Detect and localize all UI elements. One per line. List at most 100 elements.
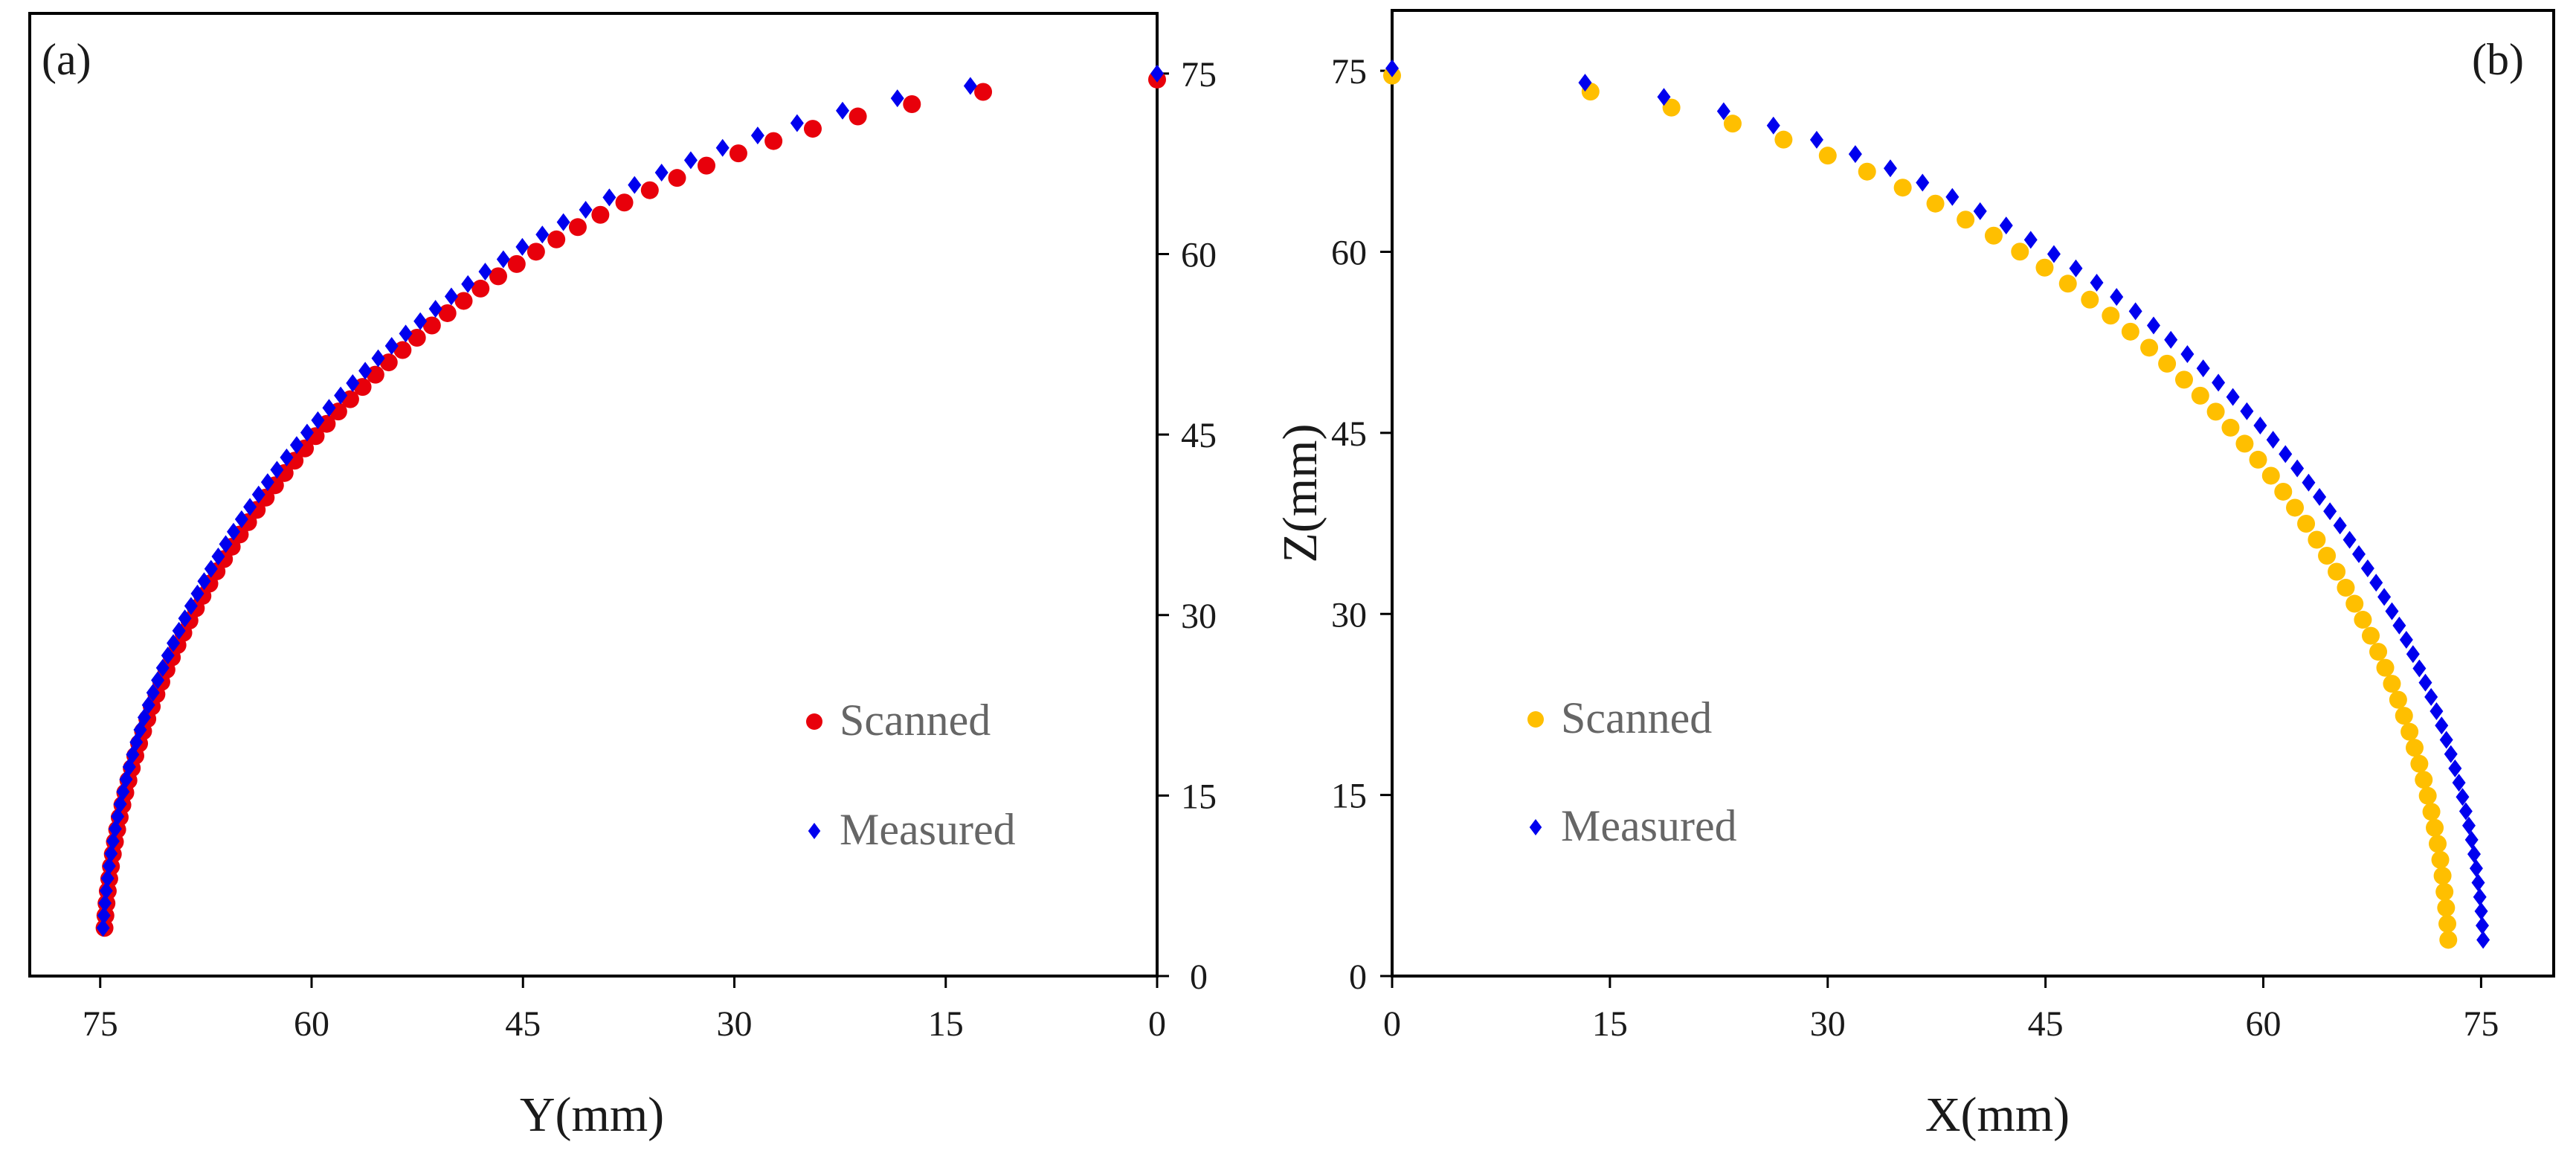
panel-b-scanned-point xyxy=(2261,466,2280,485)
panel-a-scanned-point xyxy=(697,156,715,175)
panel-b-measured-point xyxy=(2369,574,2383,592)
panel-b-scanned-point xyxy=(2410,754,2429,773)
panel-b-xlabel: X(mm) xyxy=(1925,1088,2070,1142)
panel-b-measured-point xyxy=(2110,288,2124,307)
panel-b-measured-point xyxy=(2146,316,2160,335)
panel-b-measured-point xyxy=(2212,373,2226,392)
panel-b-measured-point xyxy=(2164,330,2178,349)
panel-a-measured-point xyxy=(100,869,115,888)
panel-b-scanned-point xyxy=(2337,579,2355,597)
panel-b-measured-point xyxy=(2473,888,2487,906)
panel-a-measured-point xyxy=(963,77,977,95)
panel-a-measured-point xyxy=(99,882,113,900)
panel-a-measured-point xyxy=(219,535,233,553)
panel-a-measured-point xyxy=(155,658,170,677)
panel-b-scanned-point xyxy=(2437,899,2456,917)
panel-a-measured-point xyxy=(300,423,314,442)
panel-b-measured-point xyxy=(2412,659,2427,678)
panel-a-scanned-point xyxy=(408,329,426,347)
panel-b-measured-point xyxy=(2476,931,2490,949)
panel-b-measured-point xyxy=(2180,344,2195,363)
panel-b-scanned-point xyxy=(2433,867,2452,885)
panel-b-scanned-point xyxy=(2362,626,2380,645)
panel-a-scanned-point xyxy=(803,120,822,138)
panel-b-ylabel: Z(mm) xyxy=(1273,424,1327,563)
panel-a-measured-point xyxy=(104,844,118,863)
panel-a-measured-point xyxy=(190,584,205,603)
panel-a-scanned-point xyxy=(438,304,457,322)
panel-a-ytick-label: 75 xyxy=(1181,55,1217,94)
panel-b-measured-point xyxy=(2439,731,2453,749)
panel-b-measured-point xyxy=(2418,673,2432,692)
panel-b-measured-point xyxy=(2469,859,2483,878)
panel-b-scanned-point xyxy=(1893,179,1912,197)
panel-a-measured-point xyxy=(478,263,492,281)
panel-a-measured-point xyxy=(750,126,764,145)
panel-b-ticks: 0 15 30 45 60 75 0 15 30 45 60 75 xyxy=(1331,52,2499,1044)
panel-b-points xyxy=(1383,59,2490,949)
panel-b-measured-point xyxy=(1916,173,1930,192)
panel-a-xtick-label: 0 xyxy=(1148,1004,1166,1044)
panel-b-scanned-point xyxy=(1774,130,1793,149)
panel-b-measured-point xyxy=(2452,774,2466,792)
panel-b-measured-point xyxy=(2448,759,2462,777)
panel-b-scanned-point xyxy=(2438,914,2457,933)
panel-b-measured-point xyxy=(2444,745,2458,763)
panel-b-scanned-point xyxy=(2035,258,2054,277)
panel-a-measured-point xyxy=(602,188,616,207)
panel-b-xtick-label: 15 xyxy=(1592,1004,1628,1044)
panel-b-scanned-point xyxy=(1858,162,1876,181)
panel-b-ytick-label: 30 xyxy=(1331,595,1367,635)
panel-a-scanned-point xyxy=(568,218,587,237)
panel-a: (a) 75 60 45 30 15 00 15 30 45 60 75 Scanned Measur… xyxy=(28,12,1217,1142)
panel-b-scanned-point xyxy=(2389,690,2407,709)
panel-a-measured-point xyxy=(211,547,225,565)
panel-b-measured-point xyxy=(2464,830,2479,849)
panel-b-scanned-point xyxy=(1926,194,1945,213)
panel-a-measured-point xyxy=(226,522,240,541)
panel-a-measured-point xyxy=(628,176,642,194)
panel-a-measured-point xyxy=(178,609,192,628)
panel-b-measured-point xyxy=(2406,645,2420,664)
panel-b-measured-point xyxy=(2385,602,2399,620)
panel-a-measured-point xyxy=(251,485,265,504)
panel-a-measured-point xyxy=(790,114,804,132)
panel-b-measured-point xyxy=(2290,459,2305,478)
panel-b-scanned-point xyxy=(1723,115,1742,133)
panel-a-scanned-point xyxy=(974,83,993,101)
panel-a-measured-point xyxy=(184,597,198,615)
panel-b-measured-point xyxy=(2323,502,2337,521)
panel-a-ticks: 75 60 45 30 15 00 15 30 45 60 75 xyxy=(83,55,1217,1044)
panel-b-measured-point xyxy=(2459,802,2473,821)
panel-a-measured-point xyxy=(322,399,336,417)
panel-b-measured-point xyxy=(2313,488,2327,507)
panel-b-scanned-point xyxy=(2439,931,2458,949)
panel-b-measured-point xyxy=(2435,716,2449,735)
panel-b-measured-point xyxy=(2302,473,2316,492)
panel-b-scanned-point xyxy=(2422,803,2441,821)
panel-b-scanned-point xyxy=(2286,498,2305,517)
panel-a-measured-point xyxy=(280,448,294,466)
panel-b-scanned-point xyxy=(2369,643,2388,661)
panel-b-scanned-point xyxy=(2345,594,2364,613)
panel-b-scanned-point xyxy=(1984,226,2003,245)
panel-b-measured-point xyxy=(2360,559,2374,578)
panel-b-measured-point xyxy=(2471,873,2485,892)
panel-a-measured-point xyxy=(444,287,458,306)
panel-b-ytick-label: 0 xyxy=(1349,957,1367,997)
panel-b-legend-marker-scanned xyxy=(1527,711,1544,728)
panel-a-measured-point xyxy=(399,324,413,343)
panel-b-scanned-point xyxy=(2102,307,2120,325)
panel-b-ytick-label: 15 xyxy=(1331,777,1367,816)
panel-a-xtick-label: 75 xyxy=(83,1004,118,1044)
panel-a-scanned-point xyxy=(454,292,473,310)
panel-a-measured-point xyxy=(106,832,120,850)
panel-b-scanned-point xyxy=(2328,562,2346,581)
panel-b-measured-point xyxy=(2090,273,2104,292)
panel-b-scanned-point xyxy=(2418,786,2437,805)
panel-b-measured-point xyxy=(2430,702,2444,721)
panel-a-measured-point xyxy=(496,250,510,269)
panel-b-measured-point xyxy=(2196,359,2210,378)
panel-a-measured-point xyxy=(556,213,570,231)
